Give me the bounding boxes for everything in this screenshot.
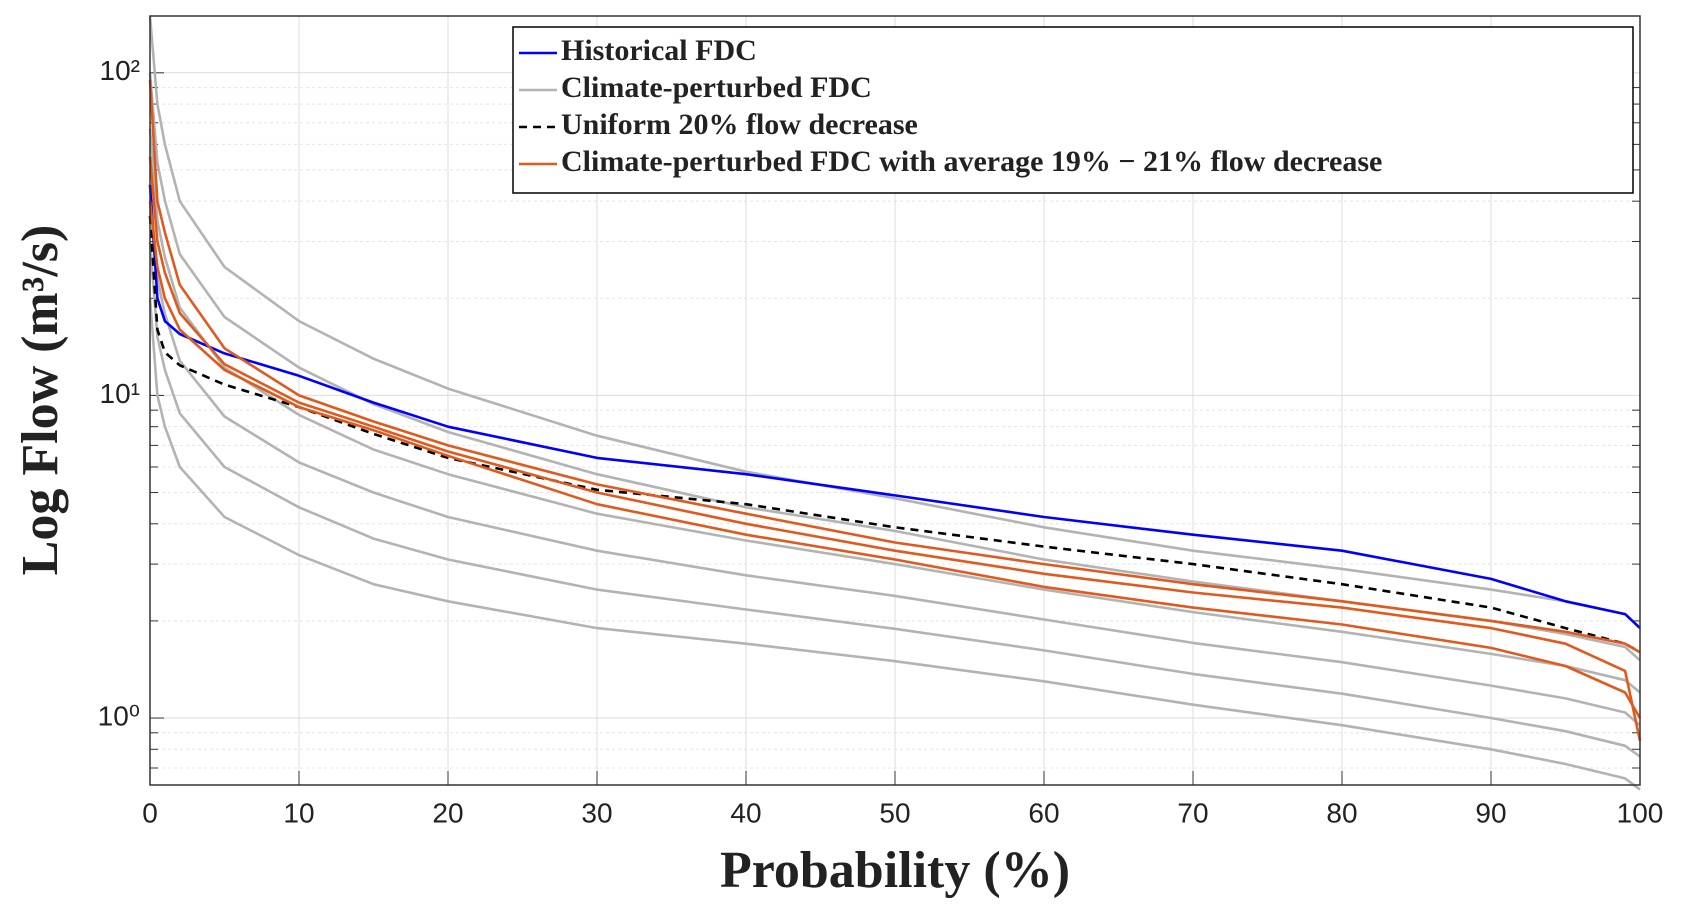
y-tick-label: 10⁰ (98, 700, 140, 731)
x-tick-label: 100 (1617, 797, 1664, 828)
axes-box (149, 15, 1641, 786)
x-tick-label: 20 (432, 797, 463, 828)
series-line (148, 215, 1641, 654)
legend-label: Climate-perturbed FDC (561, 71, 872, 104)
x-tick-label: 0 (142, 797, 158, 828)
series-line (148, 15, 1641, 630)
y-axis-label: Log Flow (m³/s) (12, 225, 69, 576)
x-tick-label: 10 (283, 797, 314, 828)
legend-label: Historical FDC (561, 34, 757, 67)
x-tick-label: 90 (1475, 797, 1506, 828)
x-tick-label: 70 (1177, 797, 1208, 828)
x-tick-label: 30 (581, 797, 612, 828)
x-tick-label: 50 (879, 797, 910, 828)
series-line (148, 185, 1641, 727)
series-line (148, 156, 1642, 742)
x-tick-label: 40 (730, 797, 761, 828)
series-line (148, 201, 1642, 719)
series-line (148, 79, 1641, 654)
series-line (148, 184, 1641, 630)
y-tick-label: 10² (100, 55, 140, 86)
legend-label: Climate-perturbed FDC with average 19% −… (561, 145, 1382, 178)
legend-box (512, 26, 1634, 194)
legend-label: Uniform 20% flow decrease (561, 108, 918, 141)
series-line (148, 128, 1641, 694)
y-tick-label: 10¹ (100, 378, 140, 409)
x-tick-label: 80 (1326, 797, 1357, 828)
series-line (148, 241, 1641, 758)
series-line (148, 298, 1641, 791)
x-axis-label: Probability (%) (720, 842, 1070, 899)
x-tick-label: 60 (1028, 797, 1059, 828)
